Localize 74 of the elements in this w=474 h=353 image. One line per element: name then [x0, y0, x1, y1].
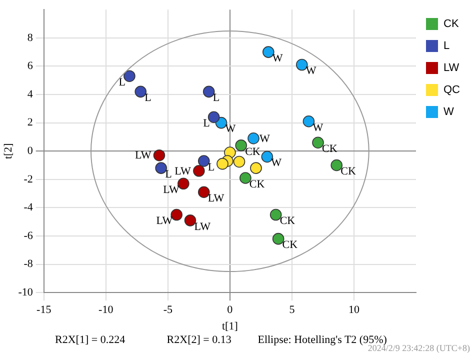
legend-label: CK — [444, 18, 460, 30]
x-tick-label: -15 — [36, 304, 52, 316]
point — [198, 155, 210, 167]
y-tick-label: 8 — [27, 32, 34, 44]
text: R2X[2] = 0.13 — [166, 334, 232, 346]
data-label: L — [144, 92, 152, 104]
y-tick-label: 4 — [27, 88, 34, 100]
point — [198, 186, 210, 198]
point — [248, 132, 260, 144]
point — [270, 208, 282, 221]
y-tick-label: 6 — [27, 60, 34, 72]
y-tick-label: -8 — [24, 258, 34, 270]
y-tick-label: -4 — [24, 202, 34, 214]
point — [312, 136, 324, 149]
point — [153, 149, 166, 162]
point — [272, 232, 284, 245]
point — [250, 162, 262, 174]
data-label: CK — [340, 166, 356, 178]
data-label: W — [272, 52, 284, 64]
data-label: W — [312, 122, 324, 134]
point — [233, 156, 246, 168]
point — [155, 162, 167, 174]
data-label: LW — [174, 165, 192, 178]
data-label: L — [203, 118, 210, 130]
y-tick-label: 2 — [27, 116, 33, 129]
point — [208, 111, 220, 124]
y-tick-label: -2 — [24, 173, 33, 186]
x-tick-label: 0 — [227, 304, 234, 316]
data-label: LW — [134, 150, 152, 162]
data-label: L — [118, 76, 126, 88]
point — [262, 46, 274, 58]
x-tick-label: 5 — [289, 304, 296, 316]
point — [235, 140, 247, 152]
point — [296, 58, 308, 71]
point — [202, 86, 215, 98]
data-label: L — [208, 161, 215, 174]
y-tick-label: -6 — [24, 230, 34, 242]
point — [178, 178, 190, 190]
legend-label: QC — [444, 84, 460, 96]
data-label: W — [260, 132, 270, 145]
data-label: LW — [156, 215, 174, 228]
point — [184, 214, 196, 226]
point — [170, 208, 182, 221]
data-label: L — [165, 168, 172, 180]
data-label: CK — [322, 143, 338, 155]
data-label: W — [271, 157, 282, 170]
x-tick-label: -10 — [98, 304, 114, 316]
legend-label: W — [444, 106, 454, 118]
legend-label: LW — [444, 62, 460, 74]
point — [330, 159, 343, 172]
point — [216, 158, 228, 170]
data-label: CK — [245, 146, 260, 158]
x-tick-label: 10 — [348, 304, 360, 316]
data-label: W — [225, 123, 236, 136]
y-tick-label: -10 — [18, 286, 34, 298]
data-label: L — [212, 92, 220, 104]
text: R2X[1] = 0.224 — [55, 334, 126, 346]
data-label: CK — [249, 178, 265, 190]
point — [193, 165, 205, 177]
legend-label: L — [444, 40, 450, 52]
data-label: LW — [208, 192, 225, 205]
x-tick-label: -5 — [163, 304, 173, 316]
data-label: CK — [280, 215, 296, 228]
point — [134, 86, 147, 98]
point — [240, 172, 252, 184]
data-label: W — [306, 65, 317, 78]
data-label: LW — [194, 220, 212, 233]
point — [124, 70, 136, 82]
text: Ellipse: Hotelling's T2 (95%) — [258, 334, 388, 346]
data-label: CK — [282, 239, 298, 252]
x-axis-title: t[1] — [222, 320, 238, 332]
data-label: LW — [163, 184, 180, 196]
y-tick-label: 0 — [27, 144, 34, 157]
y-axis-title: t[2] — [2, 143, 14, 160]
